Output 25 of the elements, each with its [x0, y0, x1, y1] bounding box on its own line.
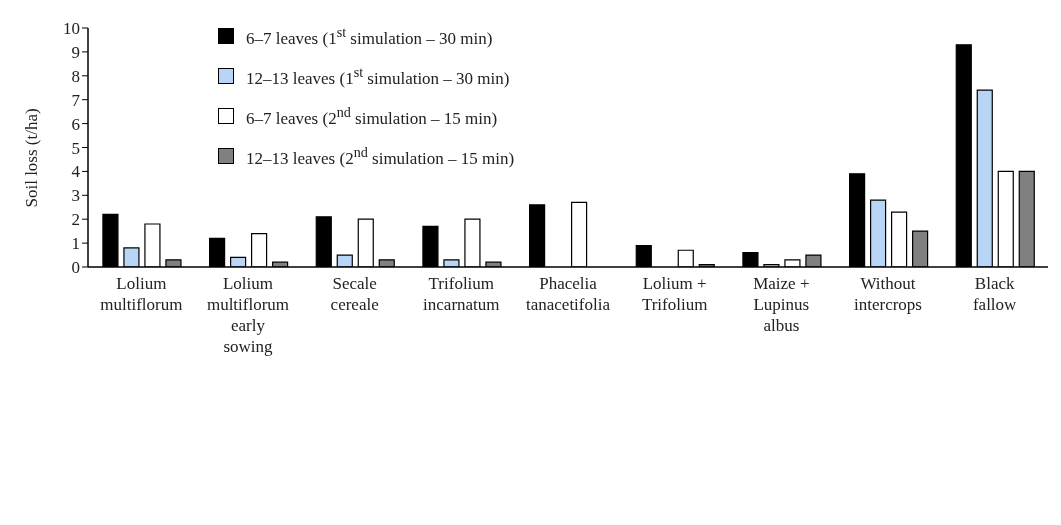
x-tick-label: Maize + Lupinus albus	[753, 274, 810, 335]
x-tick-label: Lolium multiflorum	[100, 274, 183, 314]
y-tick-label: 0	[71, 258, 80, 278]
x-tick-label: Lolium multiflorum early sowing	[206, 274, 290, 356]
x-tick-label: Phacelia tanacetifolia	[525, 274, 611, 314]
x-tick-label: Lolium + Trifolium	[641, 274, 708, 314]
x-tick-label: Secale cereale	[330, 274, 379, 314]
y-axis-title: Soil loss (t/ha)	[22, 108, 42, 208]
y-tick-label: 3	[71, 186, 80, 206]
legend-label: 12–13 leaves (1$^{st}$ simulation – 30 min)	[246, 63, 510, 89]
x-tick-label: Without intercrops	[854, 274, 922, 314]
legend-label: 6–7 leaves (1$^{st}$ simulation – 30 min)	[246, 23, 493, 49]
x-tick-label: Black fallow	[972, 274, 1018, 314]
legend-label: 6–7 leaves (2$^{nd}$ simulation – 15 min)	[246, 103, 498, 129]
y-tick-label: 5	[71, 138, 80, 158]
y-tick-label: 9	[71, 42, 80, 62]
y-tick-label: 6	[71, 114, 80, 134]
y-tick-label: 2	[71, 210, 80, 230]
y-tick-label: 10	[63, 19, 80, 39]
legend-label: 12–13 leaves (2$^{nd}$ simulation – 15 min)	[246, 143, 515, 169]
y-tick-label: 7	[71, 90, 81, 110]
x-tick-label: Trifolium incarnatum	[423, 274, 500, 314]
y-tick-label: 1	[71, 234, 80, 254]
y-tick-label: 4	[71, 162, 81, 182]
y-tick-label: 8	[71, 66, 80, 86]
